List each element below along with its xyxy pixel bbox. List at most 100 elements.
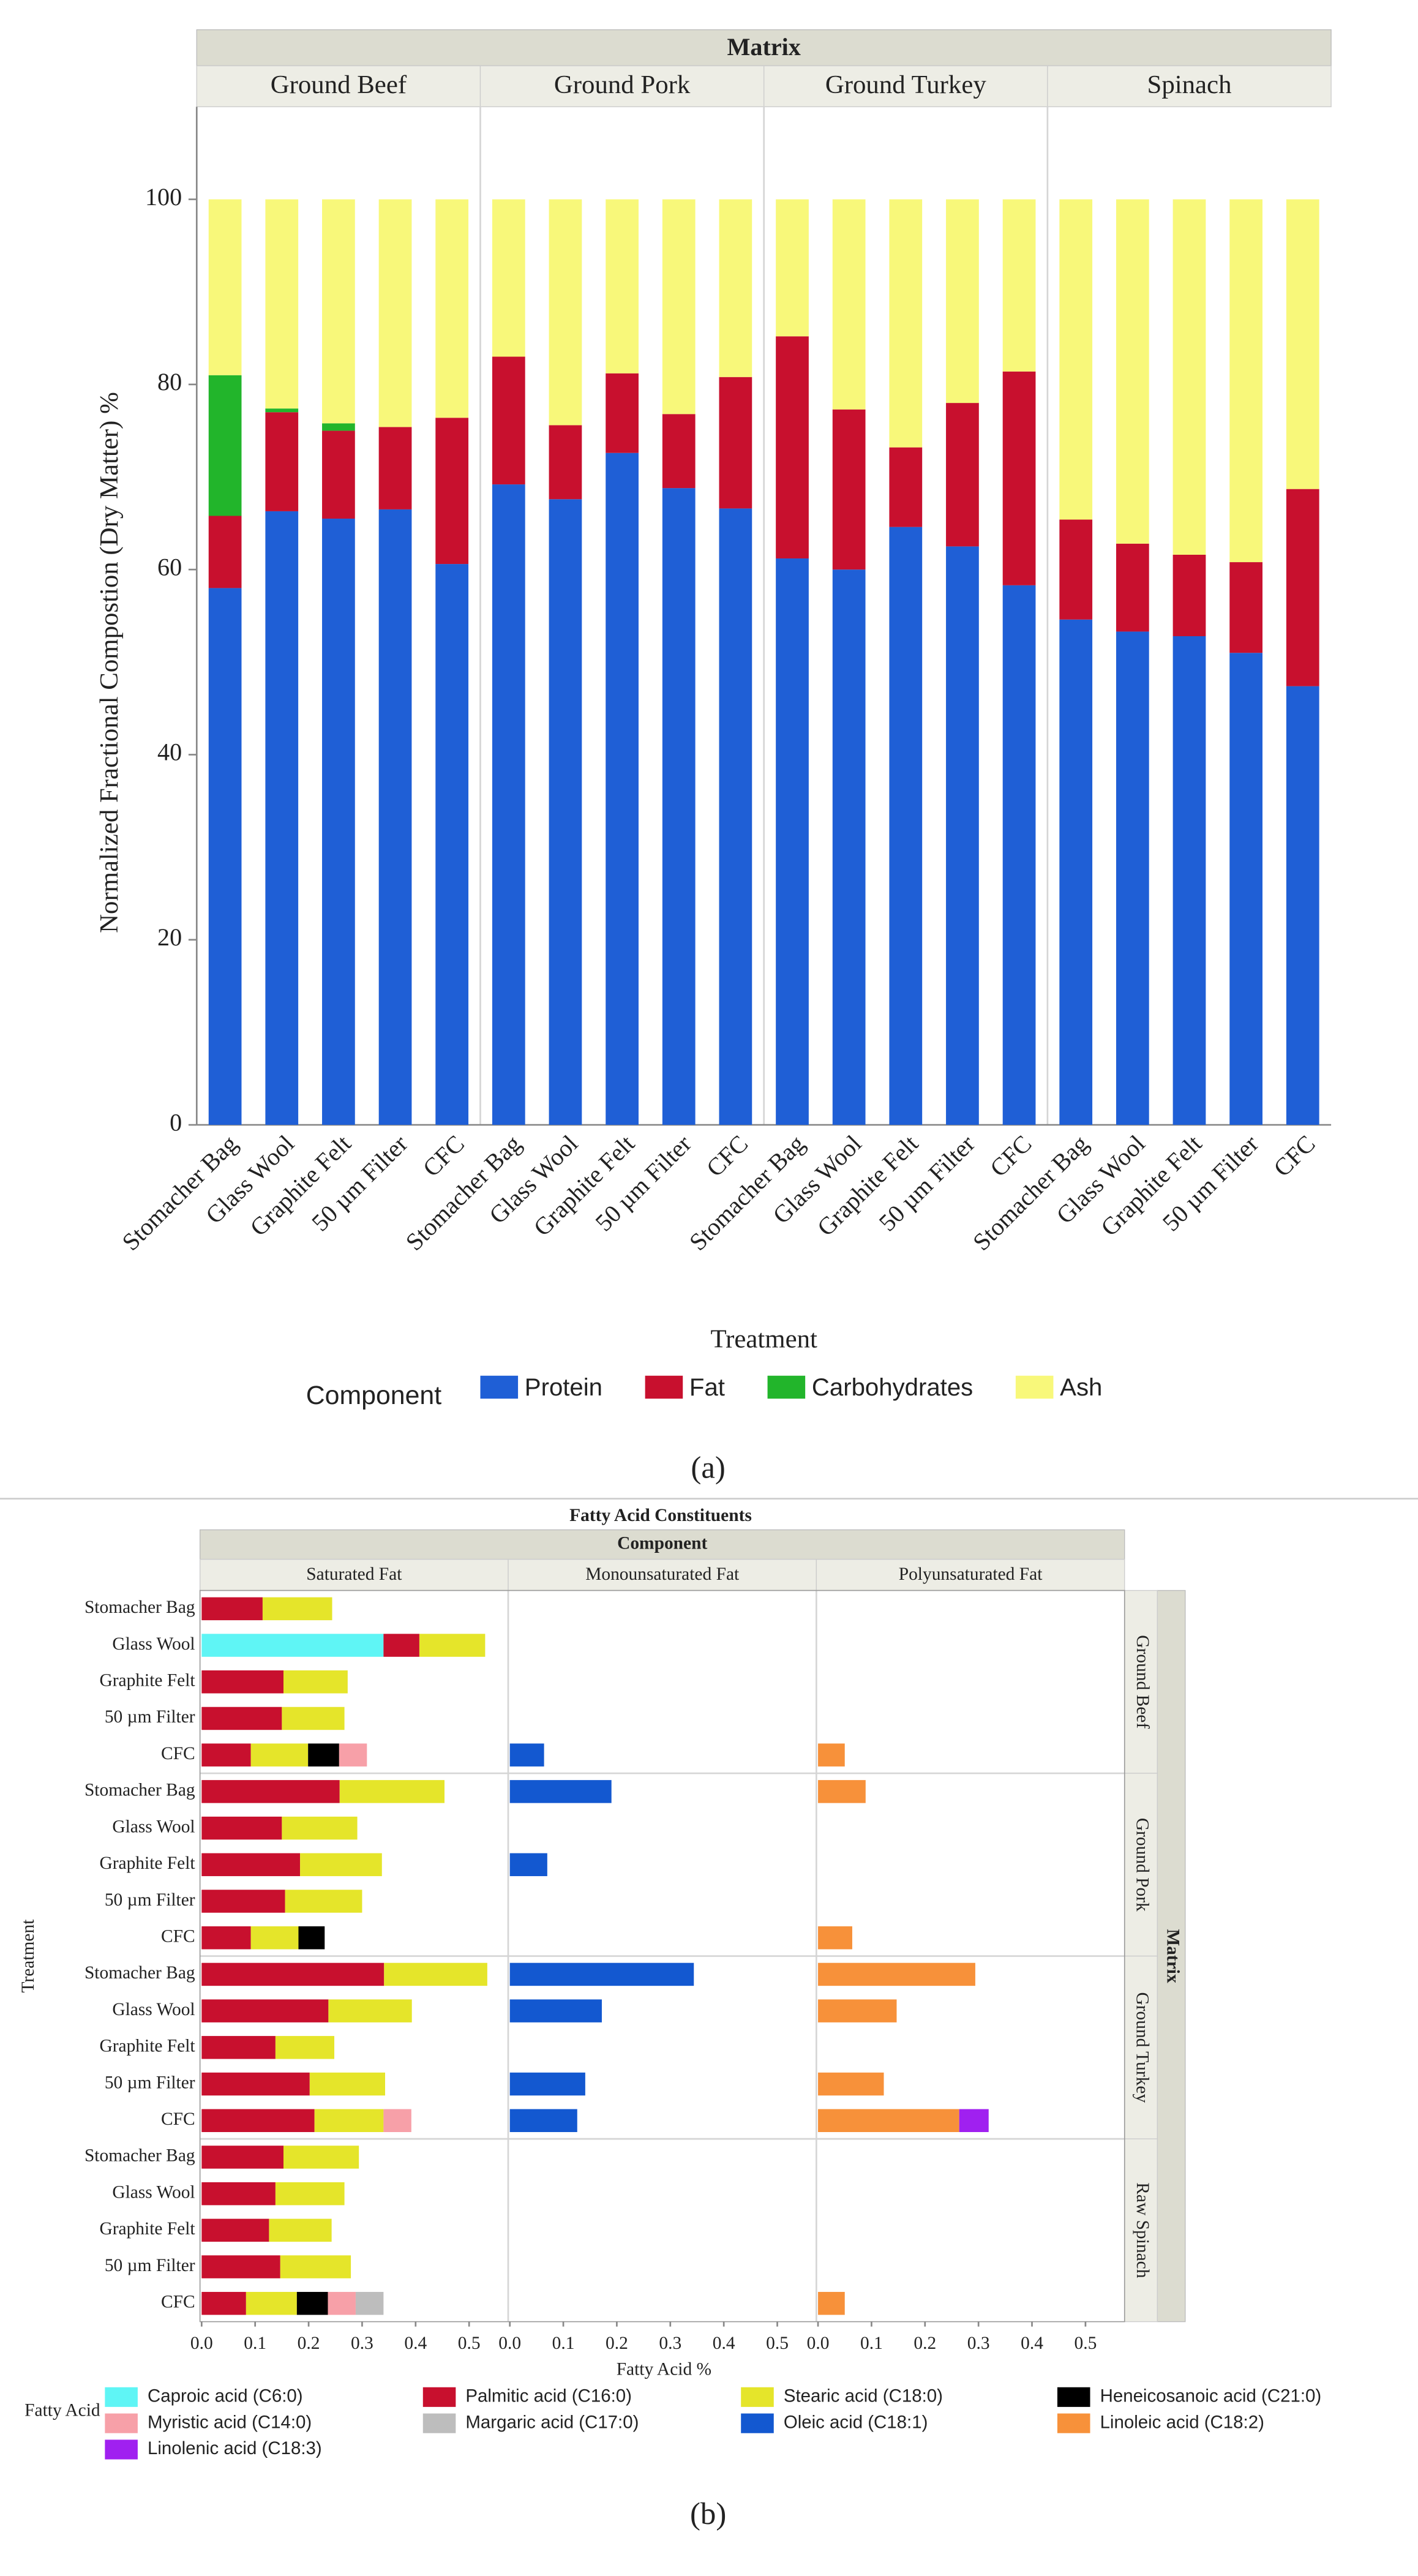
column-label: Saturated Fat (306, 1564, 402, 1584)
bar-segment (328, 1999, 412, 2022)
y-tick-label: Stomacher Bag (84, 2146, 195, 2166)
y-tick-label: 80 (157, 368, 182, 396)
y-tick-label: Graphite Felt (99, 1853, 195, 1873)
bar-segment (509, 1999, 602, 2022)
panel-label: Ground Beef (271, 70, 407, 99)
bar-segment (314, 2109, 384, 2132)
x-tick-label: 0.1 (244, 2334, 266, 2353)
legend-swatch (645, 1375, 683, 1399)
column-label: Polyunsaturated Fat (899, 1564, 1043, 1584)
bar-segment (378, 427, 412, 509)
panel-header (1047, 65, 1332, 108)
panel-label: Ground Pork (554, 70, 691, 99)
bar-segment (283, 1670, 348, 1694)
bar-segment (282, 1816, 358, 1840)
x-tick-label: 0.5 (458, 2334, 481, 2353)
x-tick-label: 0.0 (498, 2334, 521, 2353)
legend-label: Oleic acid (C18:1) (784, 2412, 928, 2432)
bar-segment (549, 425, 582, 500)
plot-frame (199, 1590, 1125, 2323)
bar-segment (662, 414, 696, 489)
bar-segment (946, 546, 979, 1125)
bar-segment (1116, 543, 1149, 632)
y-tick-label: Graphite Felt (99, 2219, 195, 2239)
bar-segment (246, 2292, 297, 2315)
legend-label: Linolenic acid (C18:3) (148, 2438, 322, 2458)
bar-segment (509, 2109, 577, 2132)
bar-segment (275, 2036, 335, 2059)
bar-segment (201, 2036, 276, 2059)
bar-segment (509, 2072, 585, 2096)
bar-segment (1002, 585, 1036, 1125)
y-tick-label: 20 (157, 923, 182, 951)
bar-segment (269, 2218, 332, 2242)
bar-segment (719, 377, 752, 509)
bar-segment (201, 1926, 251, 1950)
bar-segment (492, 484, 525, 1125)
bar-segment (1059, 199, 1093, 520)
bar-segment (339, 1780, 445, 1803)
bar-segment (959, 2109, 989, 2132)
bar-segment (265, 412, 299, 511)
panel-label: Spinach (1147, 70, 1232, 99)
y-axis-title: Normalized Fractional Compostion (Dry Ma… (95, 392, 124, 933)
legend-label: Myristic acid (C14:0) (148, 2412, 312, 2432)
bar-segment (818, 1743, 845, 1767)
bar-segment (818, 2072, 884, 2096)
row-label: Ground Beef (1133, 1635, 1152, 1729)
legend-title: Component (306, 1381, 442, 1410)
x-axis-title: Treatment (710, 1324, 817, 1353)
bar-segment (946, 199, 979, 404)
bar-segment (296, 2292, 328, 2315)
bar-segment (889, 447, 923, 527)
bar-segment (201, 1999, 329, 2022)
bar-segment (832, 569, 866, 1125)
bar-segment (265, 511, 299, 1125)
y-tick-label: 50 µm Filter (105, 2256, 195, 2275)
x-tick-label: 0.4 (404, 2334, 427, 2353)
bar-segment (1286, 686, 1319, 1125)
bar-segment (250, 1743, 309, 1767)
facet-header (196, 29, 1332, 67)
x-tick-label: 0.3 (967, 2334, 990, 2353)
bar-segment (300, 1853, 382, 1877)
legend-label: Carbohydrates (812, 1373, 973, 1401)
legend-label: Heneicosanoic acid (C21:0) (1100, 2386, 1322, 2406)
bar-segment (509, 1962, 694, 1986)
bar-segment (208, 375, 242, 516)
y-tick-label: CFC (161, 2292, 195, 2312)
bar-segment (492, 199, 525, 357)
bar-segment (339, 1743, 367, 1767)
bar-segment (1059, 519, 1093, 620)
column-strip-header (199, 1529, 1125, 1560)
bar-segment (818, 1962, 975, 1986)
bar-segment (265, 199, 299, 409)
bar-segment (201, 2109, 315, 2132)
y-tick-label: Graphite Felt (99, 2037, 195, 2056)
row-strip (1124, 1955, 1158, 2139)
legend-swatch (741, 2413, 774, 2433)
row-label: Ground Pork (1133, 1818, 1152, 1912)
bar-segment (818, 1999, 897, 2022)
bar-segment (946, 403, 979, 547)
bar-segment (201, 2072, 310, 2096)
y-axis-title: Treatment (18, 1920, 38, 1993)
panel-header (763, 65, 1048, 108)
legend-label: Fat (689, 1373, 725, 1401)
bar-segment (1002, 371, 1036, 585)
bar-segment (1229, 199, 1263, 563)
bar-segment (262, 1597, 332, 1621)
y-tick-label: CFC (161, 1926, 195, 1946)
column-strip-title: Component (617, 1533, 707, 1553)
y-tick-label: Glass Wool (112, 2182, 195, 2202)
x-tick-label: 0.2 (606, 2334, 628, 2353)
legend-swatch (741, 2387, 774, 2407)
x-tick-label: 0.1 (552, 2334, 575, 2353)
y-tick-label: Graphite Felt (99, 1671, 195, 1691)
bar-segment (201, 1853, 301, 1877)
y-tick-label: Stomacher Bag (84, 1598, 195, 1617)
bar-segment (378, 509, 412, 1125)
bar-segment (662, 199, 696, 415)
